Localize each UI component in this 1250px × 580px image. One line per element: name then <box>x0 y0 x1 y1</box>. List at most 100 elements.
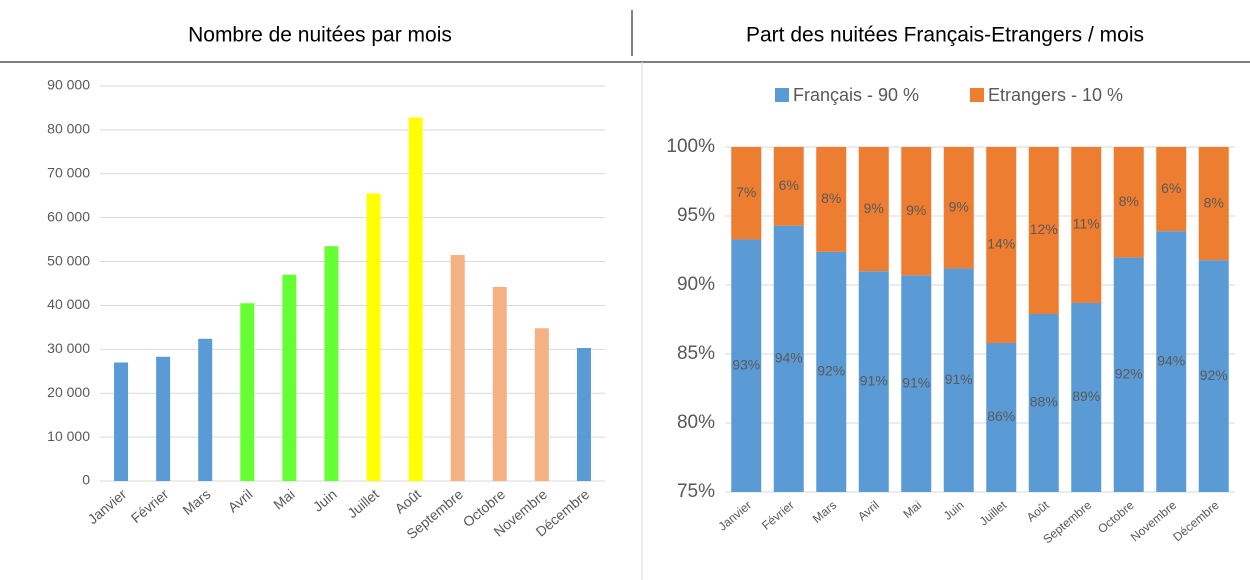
legend-swatch <box>970 88 984 102</box>
x-tick-label: Décembre <box>1170 498 1222 545</box>
chart-title: Part des nuitées Français-Etrangers / mo… <box>746 24 1144 47</box>
bar <box>156 356 171 481</box>
data-label: 6% <box>779 177 799 193</box>
legend-label: Etrangers - 10 % <box>988 85 1123 105</box>
x-tick-label: Mai <box>270 486 298 513</box>
bar-segment <box>1113 257 1144 492</box>
bar <box>324 246 339 481</box>
data-label: 92% <box>817 363 845 379</box>
data-label: 93% <box>732 356 760 372</box>
bar-segment <box>1198 260 1229 492</box>
x-tick-label: Août <box>1024 498 1052 525</box>
bar <box>534 328 549 481</box>
data-label: 9% <box>864 200 884 216</box>
bar <box>366 193 381 481</box>
data-label: 91% <box>945 371 973 387</box>
bar-segment <box>901 275 932 492</box>
data-label: 9% <box>906 202 926 218</box>
bar <box>282 274 297 481</box>
x-tick-label: Janvier <box>84 486 129 527</box>
data-label: 86% <box>987 408 1015 424</box>
x-tick-label: Mars <box>810 498 839 526</box>
y-tick-label: 75% <box>677 481 715 502</box>
data-label: 8% <box>1119 193 1139 209</box>
bar <box>576 348 591 481</box>
x-tick-label: Juin <box>941 498 967 523</box>
data-label: 12% <box>1030 221 1058 237</box>
bar-segment <box>1156 147 1187 232</box>
bar-segment <box>1071 302 1102 492</box>
data-label: 8% <box>1204 194 1224 210</box>
y-tick-label: 90 000 <box>47 77 90 93</box>
bar-segment <box>943 268 974 492</box>
x-tick-label: Juin <box>310 486 340 515</box>
bar-segment <box>1071 147 1102 303</box>
y-tick-label: 50 000 <box>47 252 90 268</box>
legend-swatch <box>775 88 789 102</box>
x-tick-label: Avril <box>855 498 882 524</box>
bar-segment <box>816 251 847 492</box>
bar-segment <box>986 147 1017 343</box>
y-tick-label: 80% <box>677 412 715 433</box>
bar-segment <box>901 147 932 276</box>
data-label: 92% <box>1115 365 1143 381</box>
data-label: 91% <box>860 372 888 388</box>
bar <box>492 287 507 481</box>
data-label: 92% <box>1200 367 1228 383</box>
y-tick-label: 40 000 <box>47 296 90 312</box>
bar-segment <box>943 147 974 269</box>
bar <box>240 303 255 481</box>
x-tick-label: Août <box>392 486 424 517</box>
y-tick-label: 95% <box>677 205 715 226</box>
legend-label: Français - 90 % <box>793 85 919 105</box>
data-label: 7% <box>736 184 756 200</box>
y-tick-label: 20 000 <box>47 384 90 400</box>
data-label: 89% <box>1072 388 1100 404</box>
x-tick-label: Avril <box>225 486 256 516</box>
x-tick-label: Février <box>128 486 172 526</box>
data-label: 8% <box>821 190 841 206</box>
x-tick-label: Novembre <box>1128 498 1180 545</box>
bar-segment <box>773 147 804 226</box>
bar-segment <box>1113 147 1144 258</box>
y-tick-label: 90% <box>677 274 715 295</box>
bar <box>408 117 423 481</box>
y-tick-label: 60 000 <box>47 208 90 224</box>
bar-segment <box>816 147 847 252</box>
y-tick-label: 80 000 <box>47 121 90 137</box>
bar-segment <box>1028 147 1059 314</box>
bar-segment <box>731 239 762 492</box>
bar <box>450 254 465 481</box>
data-label: 91% <box>902 374 930 390</box>
y-tick-label: 85% <box>677 343 715 364</box>
bar-segment <box>986 342 1017 492</box>
x-tick-label: Juillet <box>344 486 382 521</box>
bar-segment <box>1156 231 1187 492</box>
bar-segment <box>773 225 804 492</box>
bar-segment <box>731 147 762 240</box>
x-tick-label: Février <box>759 498 797 533</box>
x-tick-label: Mai <box>900 498 924 521</box>
data-label: 14% <box>987 236 1015 252</box>
y-tick-label: 70 000 <box>47 164 90 180</box>
bar <box>198 338 213 481</box>
bar-segment <box>858 271 889 492</box>
y-tick-label: 100% <box>666 136 715 157</box>
x-tick-label: Janvier <box>716 498 755 534</box>
bar-segment <box>858 147 889 272</box>
data-label: 9% <box>949 198 969 214</box>
data-label: 88% <box>1030 394 1058 410</box>
data-label: 94% <box>1157 352 1185 368</box>
chart-title: Nombre de nuitées par mois <box>188 24 452 47</box>
x-tick-label: Mars <box>179 486 213 518</box>
x-tick-label: Juillet <box>977 498 1010 529</box>
bar <box>114 362 129 481</box>
data-label: 94% <box>775 350 803 366</box>
data-label: 6% <box>1161 180 1181 196</box>
bar-segment <box>1028 313 1059 492</box>
data-label: 11% <box>1073 216 1100 232</box>
bar-segment <box>1198 147 1229 261</box>
y-tick-label: 10 000 <box>47 428 90 444</box>
y-tick-label: 0 <box>82 472 90 488</box>
y-tick-label: 30 000 <box>47 340 90 356</box>
